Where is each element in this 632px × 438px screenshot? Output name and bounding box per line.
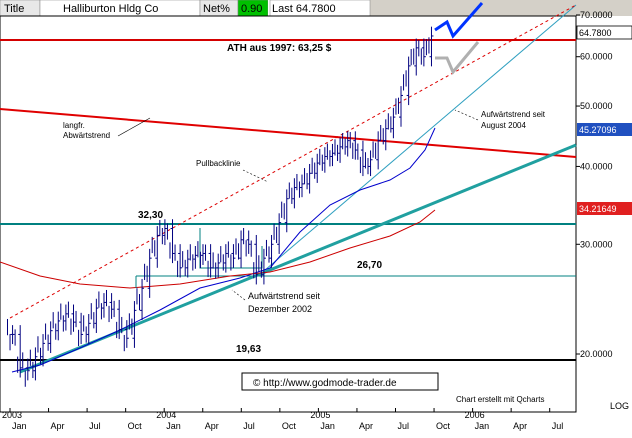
mid-price-tag: 45.27096 [579, 125, 617, 135]
projection-bullish [434, 2, 484, 39]
x-tick-label: Jan [12, 421, 27, 431]
log-label: LOG [610, 401, 629, 411]
moving-average-red [0, 209, 436, 289]
x-tick-label: Oct [128, 421, 143, 431]
long-downtrend-label-2: Abwärtstrend [63, 131, 110, 140]
chart-credit: Chart erstellt mit Qcharts [456, 395, 544, 404]
pullback-pointer [242, 169, 269, 183]
price-label-2670: 26,70 [357, 260, 382, 271]
x-tick-label: Jan [475, 421, 490, 431]
uptrend-dec2002-label-2: Dezember 2002 [248, 304, 312, 314]
x-tick-label: Jul [243, 421, 255, 431]
projection-pullback [435, 41, 480, 75]
plot-border [0, 15, 577, 413]
y-tick-label: 30.0000 [580, 239, 613, 249]
x-tick-label: Apr [205, 421, 219, 431]
uptrend-aug2004-pointer [454, 109, 479, 121]
uptrend-line-dec2002 [19, 143, 577, 374]
y-tick-label: 20.0000 [580, 349, 613, 359]
x-tick-label: Jan [166, 421, 181, 431]
x-tick-label: Oct [436, 421, 451, 431]
y-tick-label: 40.0000 [580, 161, 613, 171]
uptrend-dec2002-pointer [231, 289, 246, 301]
x-tick-label: Oct [282, 421, 297, 431]
pullback-label: Pullbacklinie [196, 159, 241, 168]
y-tick-label: 60.0000 [580, 52, 613, 62]
header-bar: Title Halliburton Hldg Co Net% 0.90 Last… [0, 0, 632, 17]
x-year-label: 2003 [2, 410, 22, 420]
stock-name: Halliburton Hldg Co [63, 3, 158, 15]
mid-price-tag-bg [577, 123, 632, 136]
x-tick-label: Apr [513, 421, 527, 431]
long-downtrend-pointer [117, 117, 151, 137]
x-tick-label: Jul [398, 421, 410, 431]
price-label-1963: 19,63 [236, 344, 261, 355]
title-label: Title [4, 3, 24, 15]
source-box [241, 372, 439, 391]
low-price-tag: 34.21649 [579, 204, 617, 214]
x-tick-label: Apr [51, 421, 65, 431]
last-price-tag-bg [577, 26, 632, 39]
x-year-label: 2004 [156, 410, 176, 420]
uptrend-dec2002-label-1: Aufwärtstrend seit [248, 291, 321, 301]
uptrend-aug2004-label-1: Aufwärtstrend seit [481, 110, 546, 119]
long-downtrend-label-1: langfr. [63, 121, 85, 130]
price-label-3230: 32,30 [138, 210, 163, 221]
uptrend-aug2004-label-2: August 2004 [481, 121, 526, 130]
x-tick-label: Jul [552, 421, 564, 431]
last-price-header: Last 64.7800 [272, 3, 336, 15]
y-tick-label: 70.0000 [580, 10, 613, 20]
x-tick-label: Jan [320, 421, 335, 431]
moving-average-blue [11, 127, 436, 373]
last-price-tag: 64.7800 [579, 28, 612, 38]
x-tick-label: Apr [359, 421, 373, 431]
net-label: Net% [203, 3, 230, 15]
low-price-tag-bg [577, 202, 632, 215]
uptrend-line-aug2004 [264, 4, 577, 271]
x-tick-label: Jul [89, 421, 101, 431]
net-value: 0.90 [241, 3, 262, 15]
long-term-downtrend-line [0, 108, 577, 158]
ath-annotation: ATH aus 1997: 63,25 $ [227, 43, 332, 54]
x-year-label: 2005 [310, 410, 330, 420]
y-tick-label: 50.0000 [580, 101, 613, 111]
x-year-label: 2006 [465, 410, 485, 420]
source-url: © http://www.godmode-trader.de [253, 378, 397, 389]
last-price-tag-border [576, 25, 632, 40]
